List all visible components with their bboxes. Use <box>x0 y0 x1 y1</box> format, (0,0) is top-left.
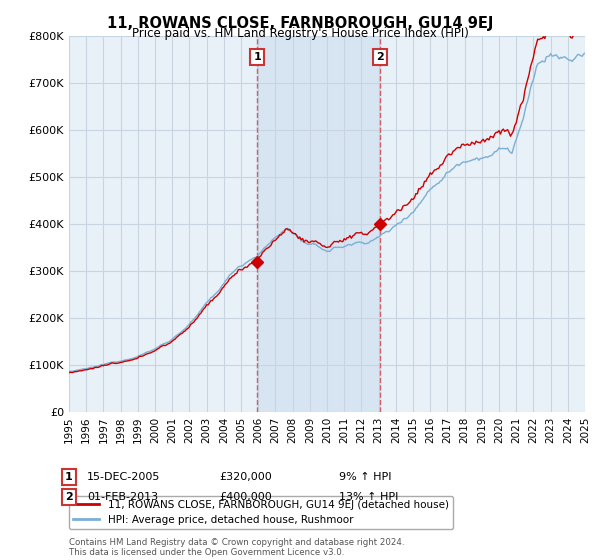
Text: 11, ROWANS CLOSE, FARNBOROUGH, GU14 9EJ: 11, ROWANS CLOSE, FARNBOROUGH, GU14 9EJ <box>107 16 493 31</box>
Text: 15-DEC-2005: 15-DEC-2005 <box>87 472 160 482</box>
Text: Contains HM Land Registry data © Crown copyright and database right 2024.
This d: Contains HM Land Registry data © Crown c… <box>69 538 404 557</box>
Text: 1: 1 <box>254 52 262 62</box>
Text: Price paid vs. HM Land Registry's House Price Index (HPI): Price paid vs. HM Land Registry's House … <box>131 27 469 40</box>
Bar <box>257 36 380 412</box>
Text: 13% ↑ HPI: 13% ↑ HPI <box>339 492 398 502</box>
Text: 2: 2 <box>376 52 384 62</box>
Text: £400,000: £400,000 <box>219 492 272 502</box>
Text: 01-FEB-2013: 01-FEB-2013 <box>87 492 158 502</box>
Text: 1: 1 <box>65 472 73 482</box>
Text: 9% ↑ HPI: 9% ↑ HPI <box>339 472 391 482</box>
Legend: 11, ROWANS CLOSE, FARNBOROUGH, GU14 9EJ (detached house), HPI: Average price, de: 11, ROWANS CLOSE, FARNBOROUGH, GU14 9EJ … <box>69 496 453 529</box>
Text: 2: 2 <box>65 492 73 502</box>
Text: £320,000: £320,000 <box>219 472 272 482</box>
